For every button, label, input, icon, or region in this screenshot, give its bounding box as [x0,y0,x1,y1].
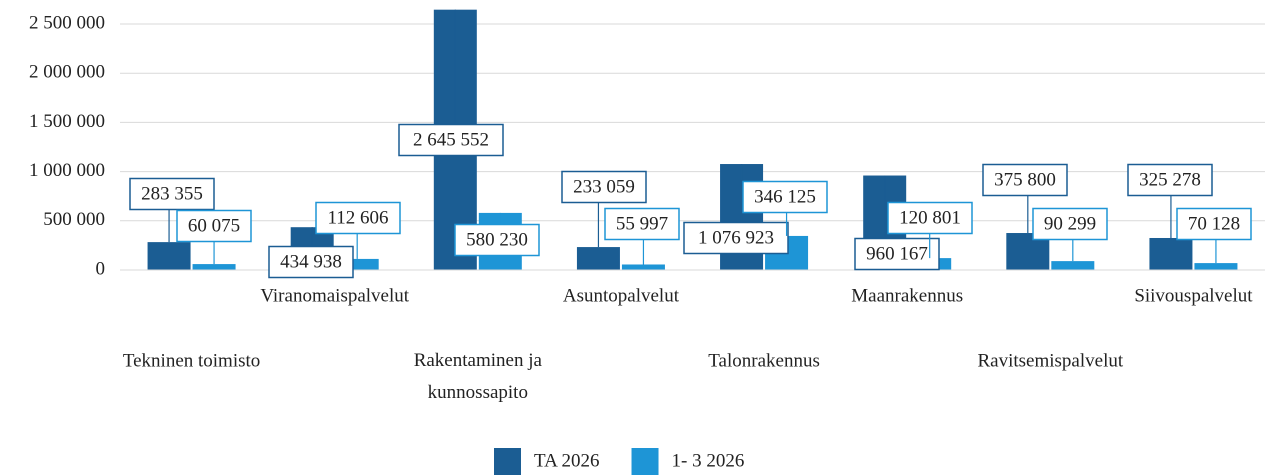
data-label: 434 938 [280,251,342,272]
y-tick-label: 2 500 000 [29,12,105,33]
x-tick-label: Maanrakennus [851,285,963,306]
data-label-box [129,177,215,211]
data-label-box [1176,207,1252,241]
x-tick-label: Viranomaispalvelut [260,285,409,306]
bar [1051,261,1095,270]
data-label: 325 278 [1139,169,1201,190]
data-label-box [398,123,504,157]
data-label: 55 997 [616,213,668,234]
data-label-box [561,170,647,204]
x-tick-label: Asuntopalvelut [563,285,680,306]
x-tick-label: Ravitsemispalvelut [977,350,1123,371]
data-label: 120 801 [899,207,961,228]
data-label: 1 076 923 [698,227,774,248]
data-label-box [315,201,401,235]
x-tick-label: Siivouspalvelut [1134,285,1253,306]
data-label-box [268,245,354,279]
y-tick-label: 2 000 000 [29,62,105,83]
bar [147,242,191,270]
data-label-box [854,237,940,271]
data-label-box [982,163,1068,197]
x-tick-label: Rakentaminen ja kunnossapito [414,350,543,403]
data-label: 70 128 [1188,213,1240,234]
legend-label: 1- 3 2026 [672,450,745,471]
bar [576,247,620,270]
data-label-box [1032,207,1108,241]
data-label: 346 125 [754,186,816,207]
data-label-box [454,223,540,257]
data-label: 2 645 552 [413,129,489,150]
data-label-box [887,201,973,235]
bar [1149,237,1193,270]
data-label: 112 606 [327,207,388,228]
y-tick-label: 1 000 000 [29,160,105,181]
data-label-box [176,209,252,243]
legend-swatch [631,448,659,475]
x-tick-label: Tekninen toimisto [123,350,260,371]
y-tick-label: 500 000 [43,209,105,230]
x-tick-label: Talonrakennus [708,350,820,371]
data-label: 60 075 [188,215,240,236]
data-label: 90 299 [1044,213,1096,234]
bar [192,264,236,270]
data-label: 375 800 [994,169,1056,190]
data-label-box [683,221,789,255]
y-tick-label: 1 500 000 [29,111,105,132]
bar [621,264,665,270]
legend-label: TA 2026 [534,450,600,471]
data-label-box [1127,163,1213,197]
bar [1194,263,1238,270]
data-label-box [742,180,828,214]
data-label: 233 059 [573,176,635,197]
y-tick-label: 0 [96,258,106,279]
legend-swatch [494,448,521,475]
bar [335,258,379,270]
data-label: 960 167 [866,243,928,264]
data-label: 580 230 [466,229,528,250]
data-label-box [604,207,680,241]
data-label: 283 355 [141,183,203,204]
